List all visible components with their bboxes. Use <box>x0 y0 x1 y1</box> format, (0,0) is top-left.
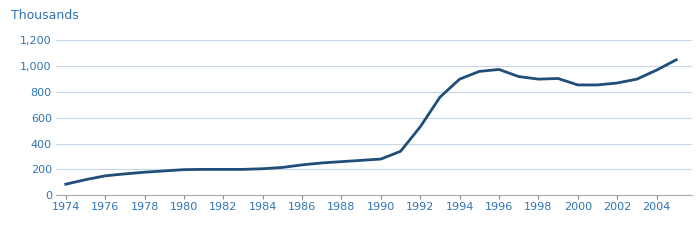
Text: Thousands: Thousands <box>11 9 79 22</box>
